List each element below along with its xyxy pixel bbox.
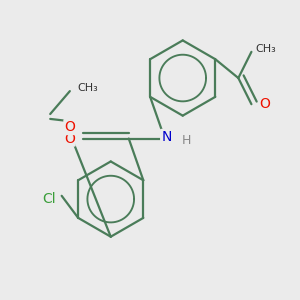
Text: CH₃: CH₃ [256, 44, 277, 54]
Text: Cl: Cl [42, 192, 56, 206]
Text: O: O [259, 97, 270, 111]
Text: N: N [161, 130, 172, 144]
Text: O: O [64, 120, 75, 134]
Text: CH₃: CH₃ [77, 83, 98, 93]
Text: O: O [64, 131, 75, 146]
Text: H: H [181, 134, 191, 147]
